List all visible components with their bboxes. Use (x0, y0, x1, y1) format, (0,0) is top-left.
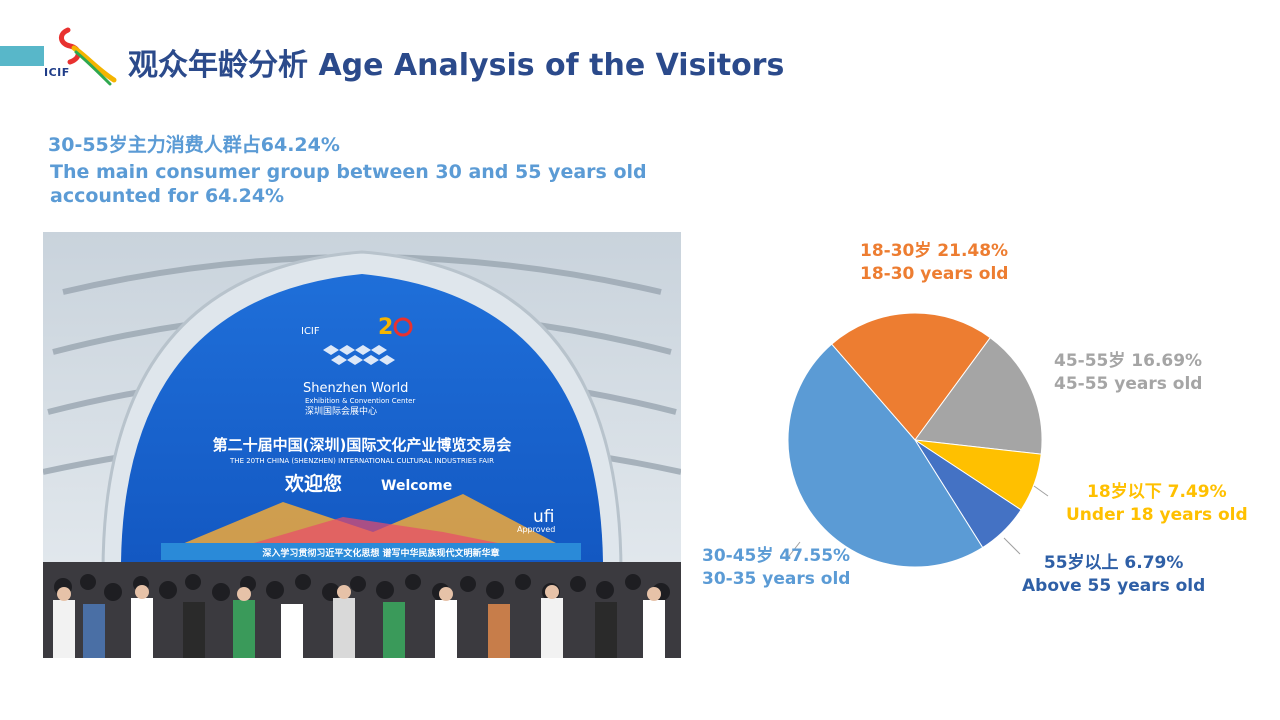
leader-line-above-55 (1003, 537, 1021, 555)
slice-label-18-30: 18-30岁 21.48% 18-30 years old (860, 240, 1008, 286)
page-title: 观众年龄分析 Age Analysis of the Visitors (128, 48, 785, 83)
venue-logo-text: ICIF (301, 326, 320, 337)
slice-label-30-45-cn: 30-45岁 47.55% (702, 546, 851, 566)
welcome-en: Welcome (381, 478, 452, 494)
venue-subtitle: Exhibition & Convention Center (305, 397, 415, 405)
slice-label-under-18: 18岁以下 7.49% Under 18 years old (1066, 481, 1248, 527)
welcome-cn: 欢迎您 (284, 472, 342, 495)
slice-label-18-30-en: 18-30 years old (860, 264, 1009, 284)
banner-slogan: 深入学习贯彻习近平文化思想 谱写中华民族现代文明新华章 (262, 547, 499, 559)
pie-slice-18-30 (830, 312, 991, 441)
highlight-en: The main consumer group between 30 and 5… (50, 161, 647, 207)
pie-slice-45-55 (914, 336, 1043, 455)
slice-label-under-18-cn: 18岁以下 7.49% (1087, 482, 1227, 502)
slice-label-30-45-en: 30-35 years old (702, 569, 851, 589)
ufi-logo: ufi (533, 507, 554, 527)
slice-label-18-30-cn: 18-30岁 21.48% (860, 241, 1009, 261)
slice-label-45-55-en: 45-55 years old (1054, 374, 1203, 394)
age-pie-chart: 18-30岁 21.48% 18-30 years old 45-55岁 16.… (690, 230, 1280, 630)
logo-text: ICIF (44, 66, 70, 79)
leader-line-30-45 (785, 541, 801, 561)
venue-name: Shenzhen World (303, 381, 408, 396)
fair-title-cn: 第二十届中国(深圳)国际文化产业博览交易会 (213, 436, 512, 454)
slice-label-30-45: 30-45岁 47.55% 30-35 years old (702, 545, 850, 591)
slice-label-under-18-en: Under 18 years old (1066, 505, 1248, 525)
slice-label-above-55-en: Above 55 years old (1022, 576, 1206, 596)
leader-line-under-18 (1033, 485, 1049, 497)
venue-cn: 深圳国际会展中心 (305, 405, 377, 417)
pie-svg (785, 312, 1049, 568)
highlight-cn: 30-55岁主力消费人群占64.24% (48, 134, 340, 156)
icif-logo: ICIF (40, 26, 120, 86)
accent-bar (0, 46, 44, 66)
fair-title-en: THE 20TH CHINA (SHENZHEN) INTERNATIONAL … (229, 457, 494, 465)
svg-text:2: 2 (378, 315, 393, 340)
venue-photo: ICIF Shenzhen World Exhibition & Convent… (43, 232, 681, 658)
slice-label-above-55-cn: 55岁以上 6.79% (1043, 553, 1184, 573)
slice-label-45-55: 45-55岁 16.69% 45-55 years old (1054, 350, 1202, 396)
ufi-approved: Approved (517, 525, 555, 534)
pie-slice-30-45 (787, 343, 984, 568)
slice-label-45-55-cn: 45-55岁 16.69% (1054, 351, 1203, 371)
slice-label-above-55: 55岁以上 6.79% Above 55 years old (1022, 552, 1205, 598)
